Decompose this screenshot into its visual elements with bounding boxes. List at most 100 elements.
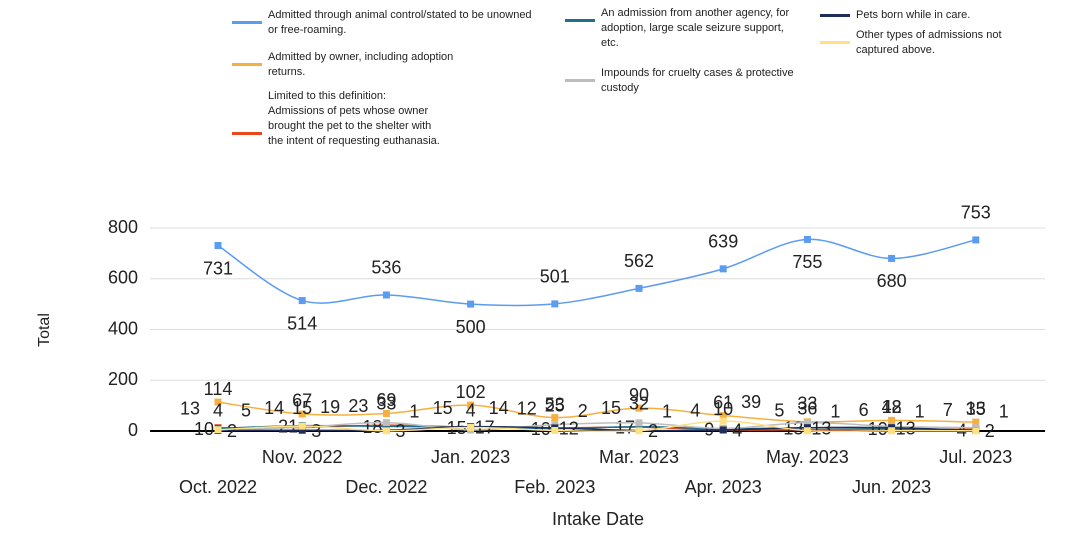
data-label: 755 [792,252,822,272]
data-label: 2 [578,401,588,421]
data-label: 15 [433,398,453,418]
data-point [888,416,896,424]
legend-swatch [820,14,850,17]
legend-swatch [565,19,595,22]
data-label: 1 [830,401,840,421]
data-label: 2 [985,421,995,441]
data-label: 10 [531,419,551,439]
x-tick-label: Jun. 2023 [852,477,931,497]
data-label: 6 [859,400,869,420]
series-line [217,401,976,423]
data-label: 10 [868,419,888,439]
legend-label: Admitted through animal control/stated t… [268,9,532,36]
y-tick-label: 400 [108,318,138,338]
data-label: 562 [624,251,654,271]
x-axis-title: Intake Date [552,509,644,529]
data-label: 17 [615,417,635,437]
data-point [635,423,643,431]
data-label: 15 [292,398,312,418]
data-label: 13 [896,418,916,438]
x-tick-label: Feb. 2023 [514,477,595,497]
data-label: 102 [456,382,486,402]
data-label: 1 [915,401,925,421]
series-line [217,421,976,431]
data-point [214,398,222,406]
series-line [217,238,976,307]
data-label: 25 [545,395,565,415]
data-point [298,422,306,430]
data-label: 33 [797,393,817,413]
data-label: 36 [797,399,817,419]
data-label: 12 [559,419,579,439]
y-tick-label: 800 [108,217,138,237]
data-point [382,422,390,430]
data-point [551,426,559,434]
data-label: 4 [732,421,742,441]
y-axis-title: Total [36,313,53,347]
data-label: 14 [264,398,284,418]
data-point [972,236,980,244]
data-label: 1 [999,401,1009,421]
data-point [972,427,980,435]
data-label: 5 [774,400,784,420]
data-label: 680 [877,271,907,291]
data-point [214,242,222,250]
data-point [551,300,559,308]
data-point [888,254,896,262]
data-label: 639 [708,232,738,252]
data-point [467,300,475,308]
legend-label: Pets born while in care. [856,9,971,21]
legend-swatch [820,41,850,44]
data-point [803,235,811,243]
data-point [719,265,727,273]
data-label: 4 [690,401,700,421]
data-label: 18 [362,417,382,437]
data-label: 731 [203,258,233,278]
data-label: 13 [180,398,200,418]
y-tick-label: 0 [128,420,138,440]
data-label: 32 [629,394,649,414]
x-tick-label: Mar. 2023 [599,447,679,467]
data-label: 13 [966,398,986,418]
data-point [382,409,390,417]
data-label: 33 [376,393,396,413]
x-tick-label: Nov. 2022 [262,447,343,467]
x-tick-label: May. 2023 [766,447,849,467]
data-label: 67 [292,391,312,411]
data-label: 61 [713,392,733,412]
data-point [635,284,643,292]
data-label: 1 [409,401,419,421]
data-label: 13 [811,418,831,438]
series-line [217,420,976,433]
data-point [635,427,643,435]
data-label: 19 [320,397,340,417]
data-point [214,426,222,434]
data-label: 2 [227,421,237,441]
data-point [888,427,896,435]
data-point [635,419,643,427]
legend-label: Other types of admissions not captured a… [856,29,1002,56]
data-point [551,414,559,422]
x-tick-label: Jan. 2023 [431,447,510,467]
legend-swatch [565,79,595,82]
legend-label: Admitted by owner, including adoption re… [268,51,454,78]
x-tick-label: Jul. 2023 [939,447,1012,467]
data-point [972,418,980,426]
data-point [803,419,811,427]
data-label: 7 [943,400,953,420]
data-label: 501 [540,267,570,287]
data-label: 42 [882,397,902,417]
data-label: 18 [882,397,902,417]
data-label: 2 [648,421,658,441]
data-point [467,401,475,409]
data-label: 10 [713,399,733,419]
data-label: 23 [348,396,368,416]
data-label: 514 [287,313,317,333]
data-label: 1 [662,401,672,421]
data-point [803,427,811,435]
data-label: 53 [545,394,565,414]
data-label: 69 [376,390,396,410]
x-tick-label: Dec. 2022 [345,477,427,497]
data-point [719,417,727,425]
